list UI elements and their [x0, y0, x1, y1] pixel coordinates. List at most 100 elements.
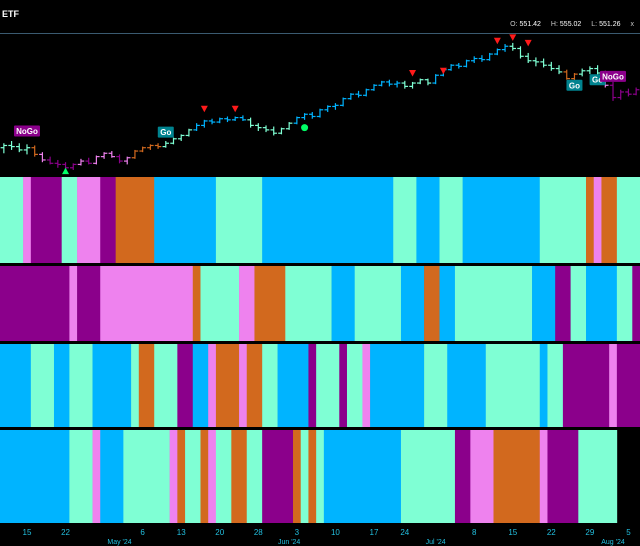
- heatmap-cell: [262, 177, 394, 263]
- ohlc-readout: O: 551.42 H: 555.02 L: 551.26 x: [508, 21, 634, 28]
- heatmap-cell: [447, 344, 487, 427]
- heatmap-cell: [169, 430, 178, 523]
- heatmap-cell: [69, 430, 93, 523]
- heatmap-cell: [293, 430, 302, 523]
- heatmap-cell: [115, 177, 155, 263]
- heatmap-cell: [586, 266, 618, 341]
- heatmap-cell: [92, 430, 101, 523]
- heatmap-cell: [23, 177, 32, 263]
- up-triangle-marker: [62, 167, 70, 175]
- nogo-signal-tag: [600, 70, 627, 82]
- heatmap-cell: [192, 266, 201, 341]
- heatmap-cell: [30, 344, 55, 427]
- go-signal-tag: [566, 79, 583, 91]
- heatmap-cell: [316, 344, 340, 427]
- heatmap-cell: [308, 344, 317, 427]
- heatmap-cell: [185, 430, 201, 523]
- heatmap-cell: [393, 177, 417, 263]
- heatmap-cell: [0, 344, 32, 427]
- x-axis-tick-label: 8: [472, 528, 477, 537]
- heatmap-cell: [547, 344, 564, 427]
- heatmap-cell: [616, 344, 640, 427]
- x-axis-tick-label: 24: [400, 528, 409, 537]
- heatmap-cell: [231, 430, 248, 523]
- heatmap-cell: [246, 430, 263, 523]
- heatmap-cell: [154, 344, 178, 427]
- x-axis-tick-label: 10: [331, 528, 340, 537]
- x-axis-tick-label: 29: [585, 528, 594, 537]
- heatmap-cell: [246, 344, 263, 427]
- down-triangle-marker: [509, 34, 517, 41]
- low-value: 551.26: [599, 21, 621, 28]
- heatmap-cell: [200, 266, 240, 341]
- heatmap-cell: [192, 344, 209, 427]
- heatmap-cell: [470, 430, 494, 523]
- heatmap-cell: [61, 177, 78, 263]
- signal-tag-label: NoGo: [16, 127, 38, 136]
- x-axis-month-label: Jul '24: [426, 539, 446, 546]
- heatmap-cell: [239, 344, 248, 427]
- heatmap-cell: [131, 344, 140, 427]
- heatmap-cell: [462, 177, 541, 263]
- heatmap-cell: [616, 177, 640, 263]
- heatmap-cell: [424, 266, 440, 341]
- open-value: 551.42: [519, 21, 541, 28]
- x-axis-tick-label: 3: [295, 528, 300, 537]
- down-triangle-marker: [524, 39, 532, 47]
- heatmap-cell: [77, 177, 101, 263]
- heatmap-cell: [177, 344, 194, 427]
- heatmap-cell: [0, 266, 70, 341]
- signal-tag-label: Go: [160, 128, 171, 137]
- x-axis-tick-label: 6: [140, 528, 145, 537]
- low-label: L:: [591, 21, 598, 28]
- x-axis-tick-label: 17: [370, 528, 379, 537]
- heatmap-cell: [200, 430, 209, 523]
- close-icon[interactable]: x: [630, 21, 635, 28]
- heatmap-cell: [547, 430, 579, 523]
- heatmap-cell: [277, 344, 309, 427]
- x-axis-tick-label: 15: [508, 528, 517, 537]
- nogo-signal-tag: [13, 125, 40, 137]
- heatmap-cell: [370, 344, 425, 427]
- x-axis-tick-label: 15: [23, 528, 32, 537]
- heatmap-cell: [539, 344, 548, 427]
- heatmap-cell: [354, 266, 402, 341]
- heatmap-cell: [578, 430, 618, 523]
- heatmap-cell: [439, 266, 456, 341]
- down-triangle-marker: [439, 67, 447, 75]
- heatmap-cell: [416, 177, 440, 263]
- heatmap-cell: [100, 177, 116, 263]
- heatmap-cell: [362, 344, 371, 427]
- heatmap-cell: [323, 430, 402, 523]
- signal-tag-label: Go: [592, 76, 603, 85]
- heatmap-cell: [53, 344, 70, 427]
- heatmap-cell: [562, 344, 610, 427]
- heatmap-cell: [30, 177, 62, 263]
- heatmap-cell: [100, 266, 194, 341]
- heatmap-cell: [92, 344, 132, 427]
- symbol-title: ETF: [2, 9, 19, 19]
- down-triangle-marker: [493, 37, 501, 45]
- heatmap-cell: [300, 430, 309, 523]
- high-value: 555.02: [559, 21, 582, 28]
- heatmap-cell: [215, 430, 232, 523]
- heatmap-cell: [346, 344, 363, 427]
- x-axis-tick-label: 22: [61, 528, 70, 537]
- heatmap-cell: [208, 430, 217, 523]
- heatmap-cell: [493, 430, 541, 523]
- heatmap-cell: [69, 344, 93, 427]
- heatmap-cell: [262, 344, 278, 427]
- heatmap-cell: [454, 430, 471, 523]
- x-axis-tick-label: 22: [547, 528, 556, 537]
- heatmap-cell: [570, 266, 587, 341]
- heatmap-cell: [254, 266, 286, 341]
- heatmap-cell: [593, 177, 602, 263]
- x-axis-month-label: May '24: [107, 539, 131, 546]
- heatmap-cell: [215, 344, 240, 427]
- down-triangle-marker: [409, 70, 417, 77]
- x-axis-month-label: Aug '24: [601, 539, 625, 546]
- down-triangle-marker: [231, 105, 239, 113]
- heatmap-cell: [400, 430, 456, 523]
- heatmap-cell: [208, 344, 217, 427]
